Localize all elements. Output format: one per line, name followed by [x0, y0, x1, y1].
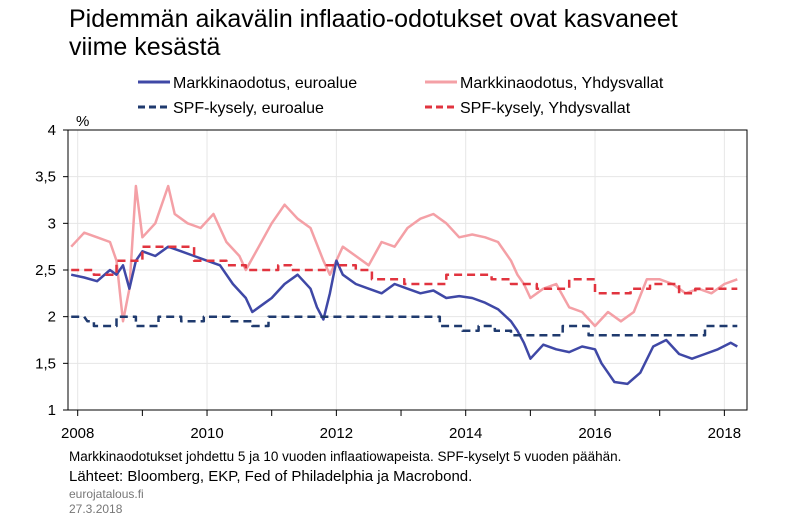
series-spf-euro-line: [71, 315, 738, 337]
chart-title-line2: viime kesästä: [69, 33, 221, 61]
x-tick-label: 2014: [449, 425, 482, 442]
legend-label-spf-us: SPF-kysely, Yhdysvallat: [460, 100, 631, 117]
footer-site: eurojatalous.fi: [69, 487, 144, 501]
footer-note: Markkinaodotukset johdettu 5 ja 10 vuode…: [69, 449, 621, 464]
y-axis-unit: %: [76, 113, 89, 130]
x-tick-label: 2018: [708, 425, 741, 442]
y-tick-label: 3: [48, 215, 56, 232]
y-tick-label: 2: [48, 309, 56, 326]
series-us-market-line: [70, 184, 738, 328]
footer-date: 27.3.2018: [69, 502, 123, 516]
series-layer: [70, 184, 738, 386]
legend: Markkinaodotus, euroalue Markkinaodotus,…: [138, 75, 664, 117]
y-tick-label: 2,5: [35, 262, 56, 279]
footer-sources: Lähteet: Bloomberg, EKP, Fed of Philadel…: [69, 468, 472, 485]
chart-title-line1: Pidemmän aikavälin inflaatio-odotukset o…: [69, 5, 678, 33]
series-euro-market-line: [70, 245, 738, 386]
legend-label-us-market: Markkinaodotus, Yhdysvallat: [460, 75, 664, 92]
axes: 1 1,5 2 2,5 3 3,5 4 2008 2010 2012 2014 2016 2018: [35, 122, 748, 442]
y-tick-label: 1,5: [35, 355, 56, 372]
x-tick-label: 2010: [190, 425, 223, 442]
x-tick-label: 2016: [578, 425, 611, 442]
y-tick-label: 1: [48, 402, 56, 419]
grid: [68, 130, 747, 410]
x-tick-label: 2008: [61, 425, 94, 442]
y-tick-label: 4: [48, 122, 56, 139]
legend-label-spf-euro: SPF-kysely, euroalue: [173, 100, 324, 117]
y-tick-label: 3,5: [35, 169, 56, 186]
legend-label-euro-market: Markkinaodotus, euroalue: [173, 75, 357, 92]
series-spf-us-line: [71, 245, 738, 295]
x-tick-label: 2012: [320, 425, 353, 442]
